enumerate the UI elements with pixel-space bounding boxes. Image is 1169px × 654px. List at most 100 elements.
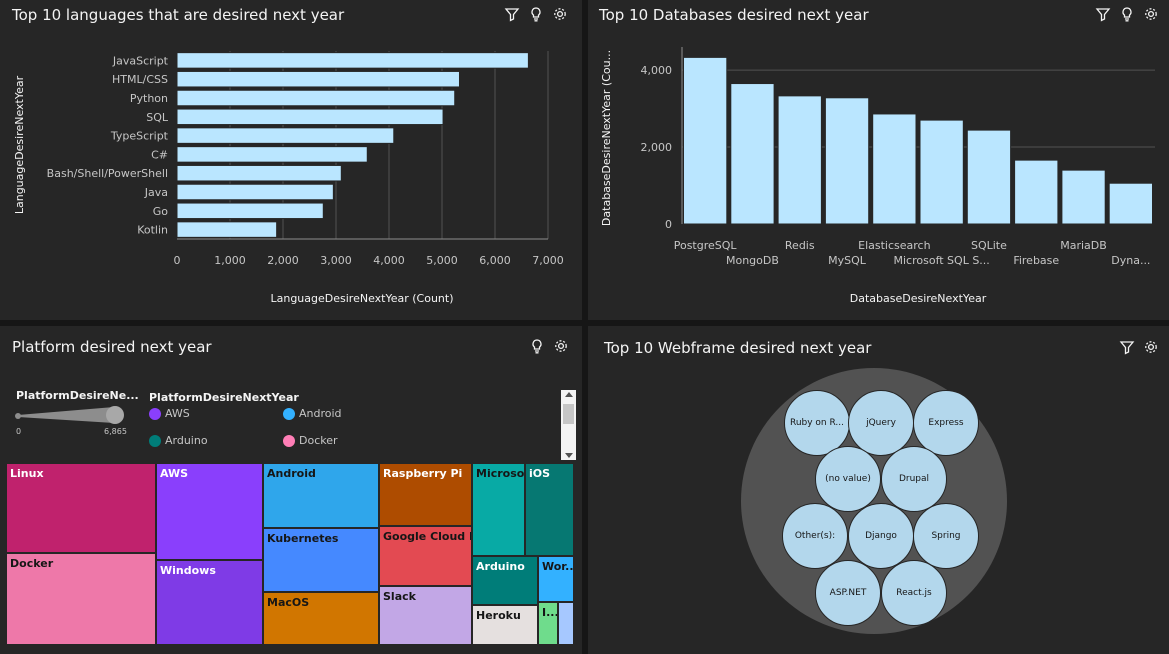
scroll-thumb[interactable] <box>563 404 574 424</box>
bar[interactable] <box>176 164 342 182</box>
panel-title: Top 10 Webframe desired next year <box>604 339 872 357</box>
bar[interactable] <box>176 70 460 88</box>
treemap-cell[interactable]: Windows <box>156 560 263 645</box>
bar[interactable] <box>176 52 529 69</box>
y-tick-label: Kotlin <box>137 224 168 237</box>
size-legend-min: 0 <box>16 427 22 436</box>
treemap-cell[interactable]: Kubernetes <box>263 528 379 592</box>
bar[interactable] <box>730 83 775 225</box>
platform-panel: Platform desired next year PlatformDesir… <box>0 326 582 654</box>
bar[interactable] <box>176 202 324 220</box>
x-tick-label: MongoDB <box>726 254 779 267</box>
y-tick-label: Go <box>153 205 169 218</box>
webframe-panel: Top 10 Webframe desired next year Ruby o… <box>588 326 1169 654</box>
bar[interactable] <box>176 146 368 163</box>
treemap-cell[interactable]: Linux <box>6 463 156 553</box>
treemap-cell-label: Android <box>267 467 316 480</box>
filter-icon[interactable] <box>1095 6 1111 22</box>
treemap-cell-label: Linux <box>10 467 44 480</box>
treemap-cell-label: Kubernetes <box>267 532 339 545</box>
platform-treemap: Linux Docker AWS Windows Android Kubernetes Ma… <box>6 463 574 645</box>
databases-bar-chart: 0 2,000 4,000 PostgreSQL MongoDB Redis MySQL El… <box>600 47 1155 305</box>
bar[interactable] <box>1108 182 1154 225</box>
x-tick-label: Elasticsearch <box>858 239 930 252</box>
treemap-cell[interactable]: Android <box>263 463 379 528</box>
treemap-cell[interactable]: Wor... <box>538 556 574 602</box>
bar[interactable] <box>777 95 822 225</box>
bar[interactable] <box>176 127 395 144</box>
panel-title: Platform desired next year <box>12 338 212 356</box>
bubble[interactable]: Express <box>913 390 979 456</box>
treemap-cell[interactable]: Heroku <box>472 605 538 645</box>
gear-icon[interactable] <box>553 338 569 354</box>
treemap-cell[interactable]: Docker <box>6 553 156 645</box>
scroll-up-icon[interactable] <box>565 392 573 397</box>
y-tick-label: 0 <box>665 218 672 231</box>
gear-icon[interactable] <box>1143 339 1159 355</box>
bar[interactable] <box>824 97 870 225</box>
filter-icon[interactable] <box>504 6 520 22</box>
treemap-cell[interactable]: Arduino <box>472 556 538 605</box>
panel-title: Top 10 Databases desired next year <box>599 6 869 24</box>
treemap-cell-label: Windows <box>160 564 216 577</box>
filter-icon[interactable] <box>1119 339 1135 355</box>
bar[interactable] <box>872 113 917 225</box>
webframe-bubbles: Ruby on R... jQuery Express (no value) Drupa… <box>588 326 1169 654</box>
lightbulb-icon[interactable] <box>529 338 545 354</box>
bubble[interactable]: (no value) <box>815 446 881 512</box>
treemap-cell-label: Arduino <box>476 560 525 573</box>
treemap-cell[interactable]: Raspberry Pi <box>379 463 472 526</box>
bar[interactable] <box>176 89 456 107</box>
x-tick-label: 2,000 <box>267 254 299 267</box>
treemap-cell-label: Raspberry Pi <box>383 467 463 480</box>
lightbulb-icon[interactable] <box>528 6 544 22</box>
bar[interactable] <box>176 108 444 126</box>
legend-scrollbar[interactable] <box>561 390 576 460</box>
treemap-cell[interactable]: Slack <box>379 586 472 645</box>
lightbulb-icon[interactable] <box>1119 6 1135 22</box>
y-tick-label: 4,000 <box>641 64 673 77</box>
x-tick-label: MySQL <box>828 254 867 267</box>
legend-item-android[interactable]: Android <box>283 407 342 420</box>
legend-item-docker[interactable]: Docker <box>283 434 338 447</box>
bubble[interactable]: Spring <box>913 503 979 569</box>
bar[interactable] <box>1014 159 1059 225</box>
scroll-down-icon[interactable] <box>565 453 573 458</box>
treemap-cell[interactable]: Microso... <box>472 463 525 556</box>
bubble[interactable]: Django <box>848 503 914 569</box>
bar[interactable] <box>683 56 728 225</box>
bubble[interactable]: Drupal <box>881 446 947 512</box>
bar[interactable] <box>966 129 1012 225</box>
bar[interactable] <box>1061 169 1106 225</box>
legend-swatch <box>149 407 161 420</box>
bubble[interactable]: Ruby on R... <box>784 390 850 456</box>
x-axis-title: DatabaseDesireNextYear <box>850 292 987 305</box>
treemap-cell[interactable]: Google Cloud Pl... <box>379 526 472 586</box>
databases-panel: Top 10 Databases desired next year 0 2,00… <box>588 0 1169 320</box>
gear-icon[interactable] <box>552 6 568 22</box>
bubble[interactable]: jQuery <box>848 390 914 456</box>
x-tick-label: PostgreSQL <box>674 239 738 252</box>
treemap-cell[interactable] <box>558 602 574 645</box>
legend-item-aws[interactable]: AWS <box>149 407 190 420</box>
x-tick-label: 4,000 <box>373 254 405 267</box>
x-tick-label: MariaDB <box>1060 239 1107 252</box>
bar[interactable] <box>919 119 964 225</box>
bubble[interactable]: React.js <box>881 560 947 626</box>
treemap-cell[interactable]: iOS <box>525 463 574 556</box>
treemap-cell[interactable]: AWS <box>156 463 263 560</box>
gear-icon[interactable] <box>1143 6 1159 22</box>
languages-bar-chart: 0 1,000 2,000 3,000 4,000 5,000 6,000 7,000 Java… <box>13 51 564 305</box>
y-axis-title: LanguageDesireNextYear <box>13 75 26 214</box>
bar[interactable] <box>176 221 278 238</box>
bubble[interactable]: ASP.NET <box>815 560 881 626</box>
treemap-cell[interactable]: I... <box>538 602 558 645</box>
bar[interactable] <box>176 183 334 201</box>
bubble[interactable]: Other(s): <box>782 503 848 569</box>
treemap-cell-label: Google Cloud Pl... <box>383 530 471 543</box>
legend-item-arduino[interactable]: Arduino <box>149 434 208 447</box>
x-tick-label: Redis <box>785 239 815 252</box>
treemap-cell-label: AWS <box>160 467 189 480</box>
treemap-cell[interactable]: MacOS <box>263 592 379 645</box>
y-tick-label: TypeScript <box>110 130 169 143</box>
